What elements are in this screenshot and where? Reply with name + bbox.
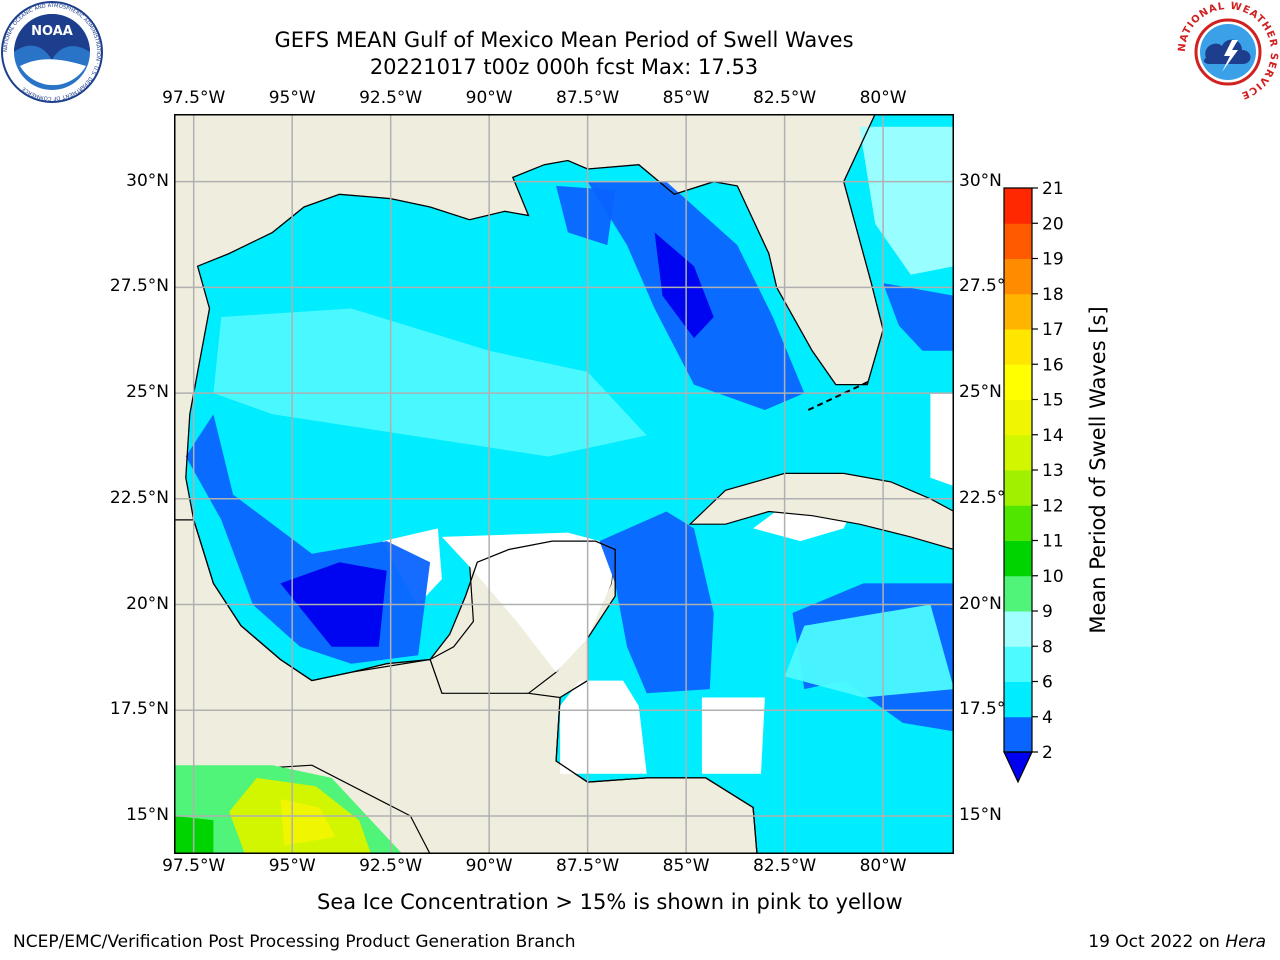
lon-tick-bottom: 87.5°W (556, 856, 620, 876)
lon-tick-bottom: 80°W (859, 856, 907, 876)
map-border (174, 114, 954, 854)
colorbar-tick-label: 2 (1042, 743, 1053, 763)
colorbar-segment (1004, 188, 1032, 224)
lon-tick-bottom: 97.5°W (162, 856, 226, 876)
shade-deep-blue-north (556, 185, 616, 246)
lat-tick-right: 30°N (959, 170, 1002, 191)
footer-date: 19 Oct 2022 on Hera (1088, 932, 1266, 952)
colorbar-segment (1004, 681, 1032, 718)
gulf-of-mexico-map (174, 114, 954, 854)
colorbar-tick-label: 9 (1042, 602, 1053, 622)
nws-logo-icon: NATIONAL WEATHER SERVICE (1177, 1, 1278, 102)
colorbar-tick-label: 12 (1042, 496, 1064, 516)
shade-cyan-caribbean (784, 604, 954, 698)
colorbar: 2 4 6 8 9 10 11 12 13 14 15 16 17 18 19 20 21 (1003, 180, 1064, 784)
nodata-honduras-shelf (701, 697, 765, 774)
chart-title: GEFS MEAN Gulf of Mexico Mean Period of … (274, 28, 854, 52)
lon-tick-top: 97.5°W (162, 88, 226, 108)
lon-tick-bottom: 92.5°W (359, 856, 423, 876)
colorbar-segment (1004, 611, 1032, 647)
lon-tick-bottom: 95°W (268, 856, 316, 876)
lat-tick-left: 25°N (126, 382, 169, 403)
colorbar-segment (1004, 646, 1032, 682)
colorbar-tick-label: 20 (1042, 214, 1064, 234)
sea-ice-yellow (280, 799, 336, 846)
footer-host: Hera (1225, 932, 1266, 952)
colorbar-tick-label: 14 (1042, 426, 1064, 446)
colorbar-segment (1004, 716, 1032, 753)
lat-tick-left: 22.5°N (109, 487, 169, 508)
colorbar-tick-label: 21 (1042, 180, 1064, 199)
lon-tick-bottom: 82.5°W (753, 856, 817, 876)
lat-tick-right: 17.5°N (959, 699, 1019, 720)
footer-credit: NCEP/EMC/Verification Post Processing Pr… (13, 932, 576, 952)
lat-tick-right: 22.5°N (959, 487, 1019, 508)
noaa-logo-icon: NOAA NATIONAL OCEANIC AND ATMOSPHERIC AD… (1, 1, 103, 103)
chart-subtitle: 20221017 t00z 000h fcst Max: 17.53 (369, 55, 759, 79)
colorbar-tick-label: 4 (1042, 708, 1053, 728)
sea-ice-footnote: Sea Ice Concentration > 15% is shown in … (317, 890, 903, 914)
colorbar-label: Mean Period of Swell Waves [s] (1086, 306, 1110, 634)
lat-tick-left: 20°N (126, 593, 169, 614)
lon-tick-top: 87.5°W (556, 88, 620, 108)
nodata-bahamas (930, 393, 954, 487)
shade-cyan-central (213, 308, 647, 457)
lat-tick-right: 25°N (959, 382, 1002, 403)
shade-deep-blue-yucatan-channel (599, 511, 714, 694)
lat-tick-right: 27.5°N (959, 276, 1019, 297)
florida-keys (807, 379, 872, 411)
colorbar-tick-label: 16 (1042, 355, 1064, 375)
colorbar-tick-label: 19 (1042, 250, 1064, 270)
nodata-belize (560, 680, 647, 774)
colorbar-tick-label: 15 (1042, 391, 1064, 411)
lat-tick-right: 20°N (959, 593, 1002, 614)
colorbar-segment (1004, 293, 1032, 330)
gulf-coastline (185, 114, 954, 854)
lon-tick-top: 80°W (859, 88, 907, 108)
colorbar-extend-arrow (1003, 751, 1033, 784)
shade-deep-blue-florida-straits (883, 283, 954, 351)
lon-tick-top: 82.5°W (753, 88, 817, 108)
lon-tick-bottom: 90°W (465, 856, 513, 876)
colorbar-tick-label: 8 (1042, 637, 1053, 657)
nodata-yucatan-shelf (441, 532, 616, 673)
colorbar-segment (1004, 364, 1032, 400)
colorbar-segment (1004, 329, 1032, 365)
colorbar-tick-label: 17 (1042, 320, 1064, 340)
colorbar-tick-label: 11 (1042, 532, 1064, 552)
lon-tick-top: 92.5°W (359, 88, 423, 108)
lon-tick-bottom: 85°W (662, 856, 710, 876)
lat-tick-left: 27.5°N (109, 276, 169, 297)
colorbar-segment (1004, 399, 1032, 436)
colorbar-segment (1004, 540, 1032, 577)
colorbar-tick-label: 18 (1042, 285, 1064, 305)
colorbar-segment (1004, 434, 1032, 471)
colorbar-tick-label: 10 (1042, 567, 1064, 587)
colorbar-segment (1004, 470, 1032, 506)
lon-tick-top: 95°W (268, 88, 316, 108)
shade-extreme-low-east (654, 232, 714, 339)
lon-tick-top: 85°W (662, 88, 710, 108)
lat-tick-right: 15°N (959, 804, 1002, 825)
lon-tick-top: 90°W (465, 88, 513, 108)
colorbar-segment (1004, 223, 1032, 259)
colorbar-segment (1004, 258, 1032, 295)
colorbar-segment (1004, 575, 1032, 612)
cuba-land (688, 472, 954, 551)
colorbar-segment (1004, 505, 1032, 541)
lat-tick-left: 15°N (126, 804, 169, 825)
colorbar-tick-label: 13 (1042, 461, 1064, 481)
lat-tick-left: 30°N (126, 170, 169, 191)
svg-text:NOAA: NOAA (31, 24, 73, 39)
colorbar-tick-label: 6 (1042, 673, 1053, 693)
lat-tick-left: 17.5°N (109, 699, 169, 720)
